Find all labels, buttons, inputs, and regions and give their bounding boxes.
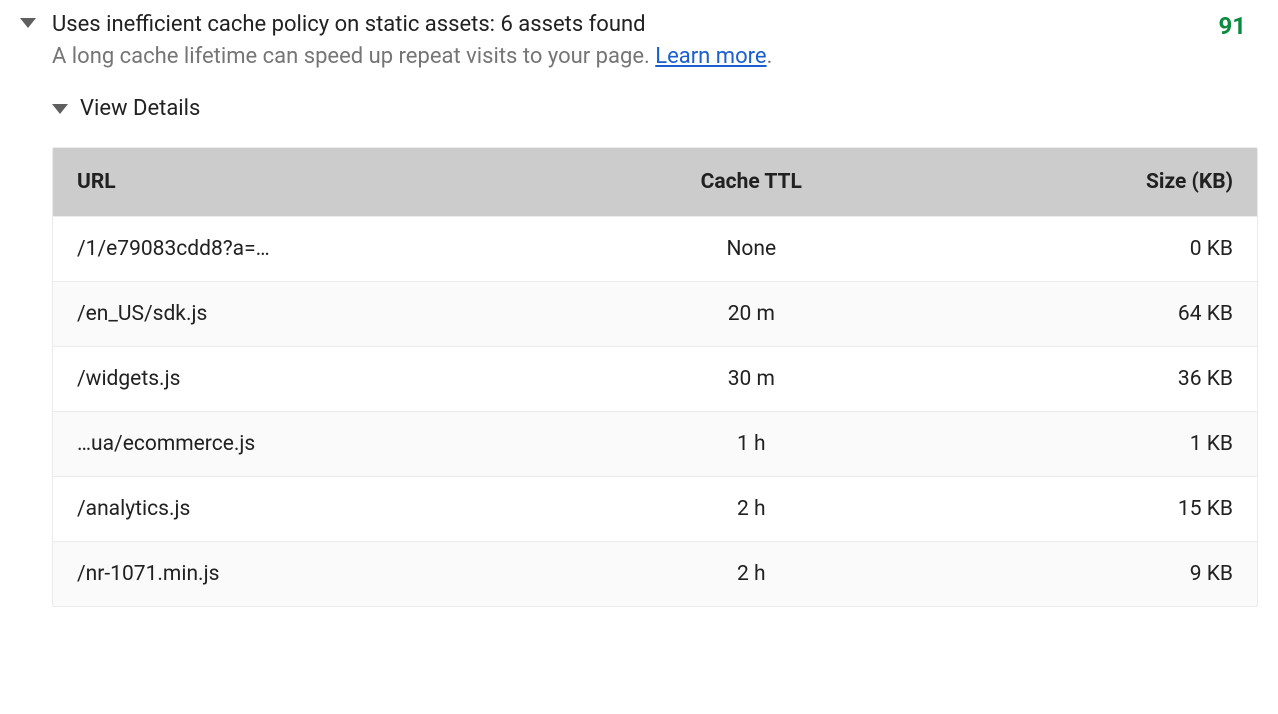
table-row: /nr-1071.min.js2 h9 KB (53, 542, 1257, 607)
chevron-down-icon (52, 104, 68, 114)
cell-size: 1 KB (896, 412, 1257, 477)
table-row: /1/e79083cdd8?a=…None0 KB (53, 217, 1257, 282)
assets-table-wrapper: URL Cache TTL Size (KB) /1/e79083cdd8?a=… (52, 147, 1258, 607)
cell-size: 15 KB (896, 477, 1257, 542)
cell-ttl: 2 h (607, 477, 896, 542)
view-details-toggle[interactable]: View Details (52, 96, 1258, 121)
cell-size: 36 KB (896, 347, 1257, 412)
col-header-ttl: Cache TTL (607, 148, 896, 217)
cell-url: /en_US/sdk.js (53, 282, 607, 347)
cell-url: /widgets.js (53, 347, 607, 412)
cell-size: 0 KB (896, 217, 1257, 282)
cell-size: 64 KB (896, 282, 1257, 347)
details-section: View Details URL Cache TTL Size (KB) /1/… (52, 96, 1258, 607)
cell-ttl: 30 m (607, 347, 896, 412)
period: . (767, 44, 773, 69)
audit-item: Uses inefficient cache policy on static … (20, 10, 1258, 72)
audit-score: 91 (1218, 12, 1246, 40)
chevron-down-icon (20, 18, 36, 28)
assets-table: URL Cache TTL Size (KB) /1/e79083cdd8?a=… (53, 148, 1257, 606)
cell-ttl: 2 h (607, 542, 896, 607)
audit-description-text: A long cache lifetime can speed up repea… (52, 44, 655, 69)
cell-ttl: None (607, 217, 896, 282)
cell-url: /nr-1071.min.js (53, 542, 607, 607)
table-header-row: URL Cache TTL Size (KB) (53, 148, 1257, 217)
col-header-url: URL (53, 148, 607, 217)
table-row: /analytics.js2 h15 KB (53, 477, 1257, 542)
audit-title: Uses inefficient cache policy on static … (52, 10, 1198, 40)
cell-url: /analytics.js (53, 477, 607, 542)
learn-more-link[interactable]: Learn more (655, 44, 766, 69)
cell-url: …ua/ecommerce.js (53, 412, 607, 477)
col-header-size: Size (KB) (896, 148, 1257, 217)
audit-text-block: Uses inefficient cache policy on static … (52, 10, 1198, 72)
audit-description: A long cache lifetime can speed up repea… (52, 42, 1198, 73)
cell-ttl: 1 h (607, 412, 896, 477)
cell-size: 9 KB (896, 542, 1257, 607)
table-row: …ua/ecommerce.js1 h1 KB (53, 412, 1257, 477)
table-row: /en_US/sdk.js20 m64 KB (53, 282, 1257, 347)
cell-ttl: 20 m (607, 282, 896, 347)
audit-header[interactable]: Uses inefficient cache policy on static … (20, 10, 1198, 72)
cell-url: /1/e79083cdd8?a=… (53, 217, 607, 282)
view-details-label: View Details (80, 96, 200, 121)
table-row: /widgets.js30 m36 KB (53, 347, 1257, 412)
